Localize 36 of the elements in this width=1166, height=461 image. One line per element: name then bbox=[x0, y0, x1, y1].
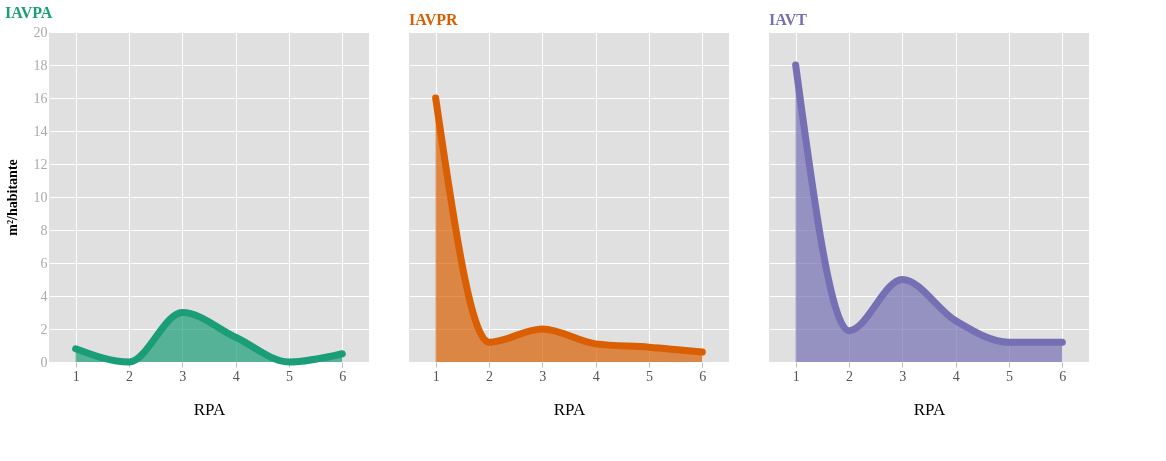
x-tick-label: 4 bbox=[592, 368, 600, 384]
x-tick-label: 2 bbox=[126, 368, 133, 384]
y-tick-label: 10 bbox=[33, 189, 48, 205]
chart-title: IAVPA bbox=[5, 4, 53, 21]
y-tick-label: 12 bbox=[33, 156, 48, 172]
x-tick-label: 2 bbox=[846, 368, 853, 384]
chart-title: IAVT bbox=[769, 11, 808, 28]
x-axis-title: RPA bbox=[193, 399, 226, 419]
chart-title: IAVPR bbox=[409, 11, 459, 28]
x-tick-label: 1 bbox=[72, 368, 80, 384]
x-tick-label: 1 bbox=[792, 368, 800, 384]
x-tick-label: 6 bbox=[1059, 368, 1067, 384]
x-tick-label: 4 bbox=[952, 368, 960, 384]
x-axis-title: RPA bbox=[553, 399, 586, 419]
x-axis-title: RPA bbox=[913, 399, 946, 419]
y-tick-label: 6 bbox=[40, 255, 48, 271]
y-tick-label: 0 bbox=[40, 354, 48, 370]
y-tick-label: 8 bbox=[40, 222, 48, 238]
y-tick-label: 2 bbox=[40, 321, 48, 337]
x-tick-label: 3 bbox=[899, 368, 907, 384]
y-tick-label: 20 bbox=[33, 24, 48, 40]
y-tick-label: 4 bbox=[40, 288, 48, 304]
x-tick-label: 6 bbox=[699, 368, 707, 384]
x-tick-label: 5 bbox=[1006, 368, 1013, 384]
x-tick-label: 5 bbox=[286, 368, 293, 384]
y-tick-label: 16 bbox=[33, 90, 48, 106]
x-tick-label: 2 bbox=[486, 368, 493, 384]
y-tick-label: 18 bbox=[33, 57, 48, 73]
x-tick-label: 3 bbox=[179, 368, 187, 384]
x-tick-label: 1 bbox=[432, 368, 440, 384]
x-tick-label: 3 bbox=[539, 368, 547, 384]
x-tick-label: 5 bbox=[646, 368, 653, 384]
y-axis-title: m²/habitante bbox=[4, 159, 20, 236]
x-tick-label: 6 bbox=[339, 368, 347, 384]
y-tick-label: 14 bbox=[33, 123, 48, 139]
x-tick-label: 4 bbox=[232, 368, 240, 384]
